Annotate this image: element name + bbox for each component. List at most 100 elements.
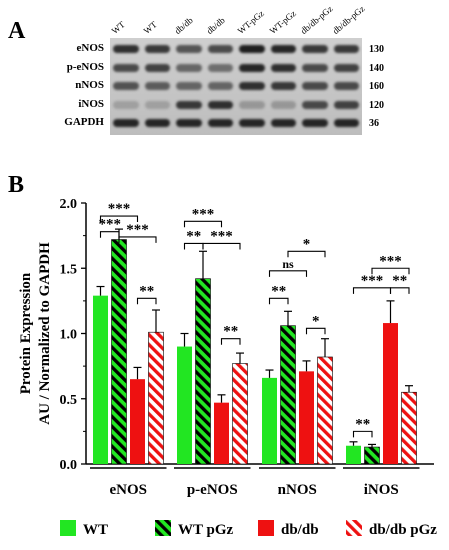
blot-band bbox=[302, 82, 328, 90]
significance-bracket bbox=[136, 297, 157, 305]
y-tick-label: 0.5 bbox=[60, 393, 78, 408]
legend-swatch bbox=[346, 520, 362, 536]
blot-kda-label: 160 bbox=[369, 81, 384, 92]
x-category-label: iNOS bbox=[364, 482, 399, 498]
legend-label: WT bbox=[83, 522, 108, 538]
blot-band bbox=[207, 63, 233, 72]
panel-b-letter: B bbox=[8, 172, 25, 198]
blot-band bbox=[207, 119, 233, 127]
blot-band bbox=[239, 45, 265, 53]
significance-label: * bbox=[303, 236, 311, 252]
blot-band bbox=[270, 45, 296, 53]
blot-band bbox=[144, 100, 170, 109]
bar bbox=[148, 331, 164, 465]
blot-row-label: p-eNOS bbox=[66, 60, 104, 73]
bar bbox=[401, 391, 417, 465]
blot-band bbox=[113, 100, 139, 109]
legend-swatch bbox=[155, 520, 171, 536]
y-axis-label: AU / Normalized to GAPDH bbox=[37, 242, 53, 425]
significance-bracket bbox=[389, 287, 410, 294]
panel-a-letter: A bbox=[8, 18, 26, 44]
blot-row-label: nNOS bbox=[75, 79, 104, 91]
blot-band bbox=[239, 82, 265, 90]
x-category-label: nNOS bbox=[278, 482, 317, 498]
blot-band bbox=[270, 82, 296, 90]
legend-label: db/db pGz bbox=[369, 522, 437, 538]
significance-label: ** bbox=[139, 283, 154, 299]
blot-band bbox=[113, 63, 139, 72]
blot-band bbox=[113, 45, 139, 53]
blot-band bbox=[270, 100, 296, 109]
blot-band bbox=[176, 63, 202, 72]
significance-label: ns bbox=[282, 257, 294, 271]
blot-band bbox=[270, 63, 296, 72]
bar bbox=[214, 402, 229, 464]
blot-band bbox=[239, 100, 265, 109]
y-axis-label: Protein Expression bbox=[18, 272, 34, 394]
blot-band bbox=[333, 119, 359, 127]
bar bbox=[262, 377, 277, 464]
blot-band bbox=[302, 100, 328, 109]
significance-label: *** bbox=[108, 201, 131, 217]
significance-label: ** bbox=[186, 228, 201, 244]
blot-band bbox=[207, 100, 233, 109]
significance-label: *** bbox=[192, 206, 215, 222]
legend-label: WT pGz bbox=[178, 522, 233, 538]
significance-bracket bbox=[99, 231, 120, 238]
blot-row-label: iNOS bbox=[78, 97, 104, 110]
bar bbox=[346, 445, 361, 464]
blot-band bbox=[239, 119, 265, 127]
y-tick-label: 0.0 bbox=[60, 458, 78, 473]
blot-band bbox=[239, 63, 265, 72]
blot-band bbox=[113, 119, 139, 127]
bar bbox=[232, 363, 248, 465]
blot-band bbox=[207, 45, 233, 53]
bar bbox=[177, 346, 192, 464]
bar bbox=[299, 371, 314, 464]
blot-band bbox=[144, 119, 170, 127]
y-tick-label: 1.5 bbox=[60, 262, 78, 277]
bar bbox=[317, 356, 333, 465]
blot-band bbox=[207, 82, 233, 90]
blot-band bbox=[333, 100, 359, 109]
blot-band bbox=[144, 45, 170, 53]
y-tick-label: 2.0 bbox=[60, 197, 78, 212]
blot-row-label: GAPDH bbox=[64, 116, 104, 128]
legend-label: db/db bbox=[281, 522, 319, 538]
blot-band bbox=[302, 63, 328, 72]
blot-band bbox=[144, 63, 170, 72]
blot-band bbox=[333, 82, 359, 90]
significance-label: ** bbox=[271, 283, 286, 299]
y-tick-label: 1.0 bbox=[60, 328, 78, 343]
bar bbox=[280, 325, 296, 465]
bar bbox=[130, 379, 145, 464]
blot-band bbox=[176, 119, 202, 127]
blot-band bbox=[113, 82, 139, 90]
blot-band bbox=[144, 82, 170, 90]
significance-bracket bbox=[268, 270, 308, 277]
blot-band bbox=[333, 63, 359, 72]
significance-bracket bbox=[287, 250, 326, 258]
significance-bracket bbox=[371, 267, 410, 275]
significance-label: *** bbox=[99, 217, 122, 233]
significance-bracket bbox=[352, 430, 373, 438]
legend-swatch bbox=[60, 520, 76, 536]
blot-band bbox=[176, 45, 202, 53]
x-category-label: eNOS bbox=[110, 482, 148, 498]
significance-bracket bbox=[99, 215, 139, 223]
blot-band bbox=[176, 82, 202, 90]
blot-kda-label: 120 bbox=[369, 99, 384, 111]
significance-label: *** bbox=[126, 222, 149, 238]
significance-bracket bbox=[220, 338, 241, 345]
blot-kda-label: 36 bbox=[369, 118, 379, 129]
bar bbox=[364, 446, 380, 465]
significance-bracket bbox=[118, 236, 157, 243]
bar bbox=[111, 239, 127, 465]
blot-band bbox=[302, 119, 328, 127]
significance-bracket bbox=[305, 327, 326, 335]
blot-row-label: eNOS bbox=[76, 42, 105, 54]
significance-bracket bbox=[202, 242, 241, 250]
blot-band bbox=[333, 45, 359, 53]
